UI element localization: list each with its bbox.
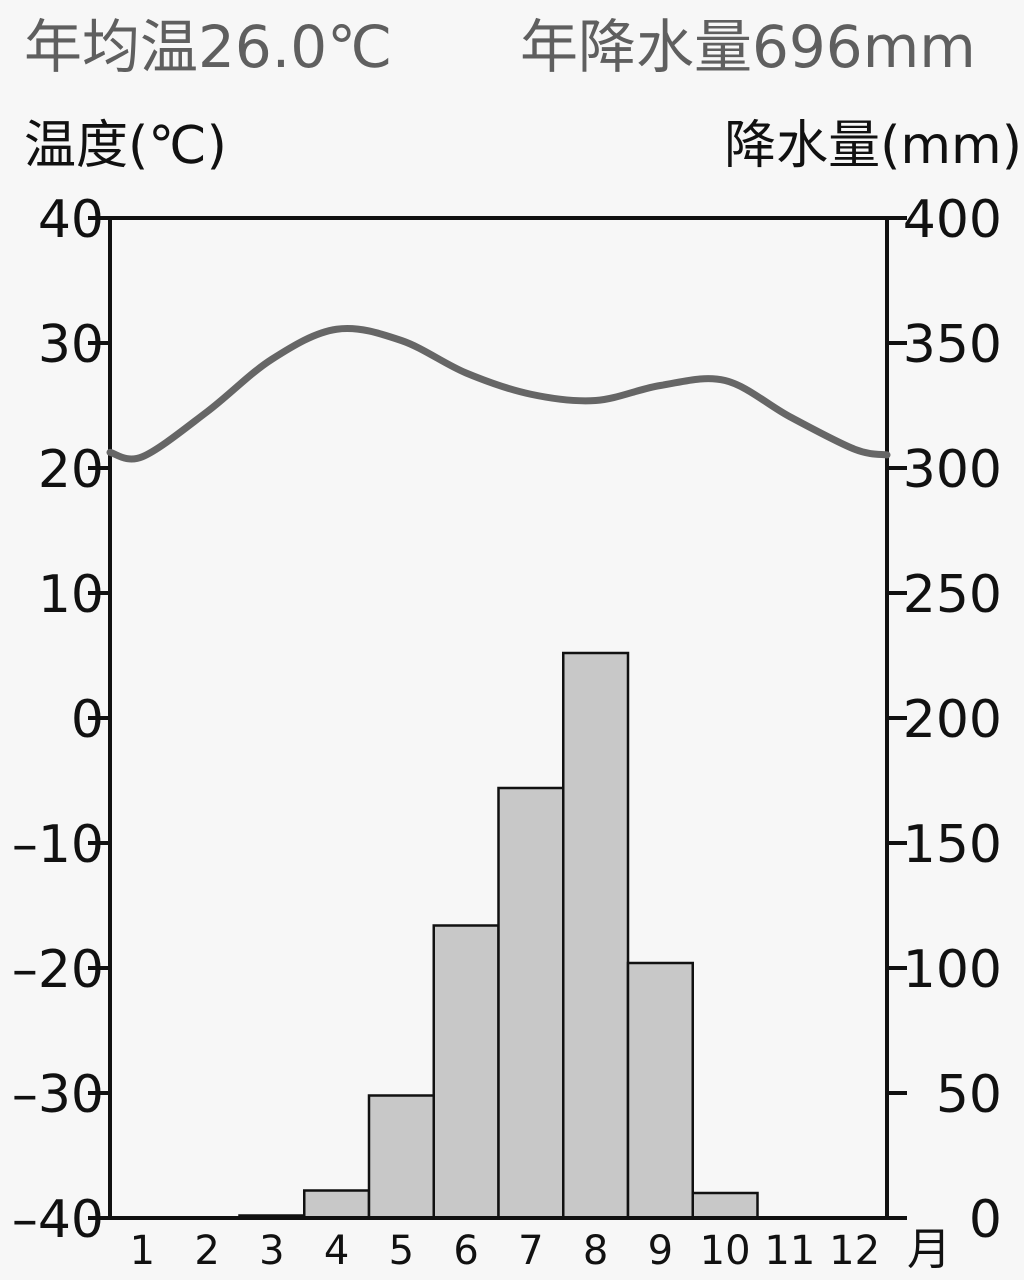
month-label-6: 6	[453, 1228, 478, 1274]
temperature-axis-title: 温度(℃)	[24, 116, 227, 176]
left-tick-label: 20	[38, 440, 104, 500]
month-label-8: 8	[583, 1228, 608, 1274]
precip-bar-5	[367, 1094, 435, 1220]
precipitation-axis-title: 降水量(mm)	[724, 116, 1022, 176]
precip-bar-9	[626, 961, 694, 1220]
annual-temperature-label: 年均温26.0℃	[24, 13, 393, 81]
precip-bar-10	[691, 1191, 759, 1220]
annual-precipitation-label: 年降水量696mm	[520, 13, 976, 81]
right-tick-label: 100	[903, 940, 1002, 1000]
precip-bar-7	[497, 786, 565, 1220]
month-label-11: 11	[764, 1228, 815, 1274]
left-tick-label: –20	[12, 940, 104, 1000]
left-tick-label: 30	[38, 315, 104, 375]
right-tick-label: 400	[903, 190, 1002, 250]
month-label-12: 12	[829, 1228, 880, 1274]
left-tick-label: 10	[38, 565, 104, 625]
month-label-7: 7	[518, 1228, 543, 1274]
precip-bar-6	[432, 924, 500, 1220]
month-unit-label: 月	[907, 1224, 951, 1275]
left-tick-label: 40	[38, 190, 104, 250]
right-tick-label: 50	[936, 1065, 1002, 1125]
right-tick-label: 150	[903, 815, 1002, 875]
temperature-line	[106, 325, 891, 463]
left-tick-label: –30	[12, 1065, 104, 1125]
precip-bar-8	[562, 651, 630, 1220]
month-label-9: 9	[648, 1228, 673, 1274]
left-tick-label: –10	[12, 815, 104, 875]
month-label-2: 2	[194, 1228, 219, 1274]
month-label-3: 3	[259, 1228, 284, 1274]
right-tick-label: 0	[969, 1190, 1002, 1250]
month-label-10: 10	[700, 1228, 751, 1274]
right-tick-label: 350	[903, 315, 1002, 375]
right-tick-label: 300	[903, 440, 1002, 500]
right-tick-label: 200	[903, 690, 1002, 750]
month-label-4: 4	[324, 1228, 349, 1274]
month-label-5: 5	[389, 1228, 414, 1274]
left-tick-label: 0	[71, 690, 104, 750]
month-label-1: 1	[130, 1228, 155, 1274]
precip-bar-4	[303, 1189, 371, 1220]
right-tick-label: 250	[903, 565, 1002, 625]
left-tick-label: –40	[12, 1190, 104, 1250]
